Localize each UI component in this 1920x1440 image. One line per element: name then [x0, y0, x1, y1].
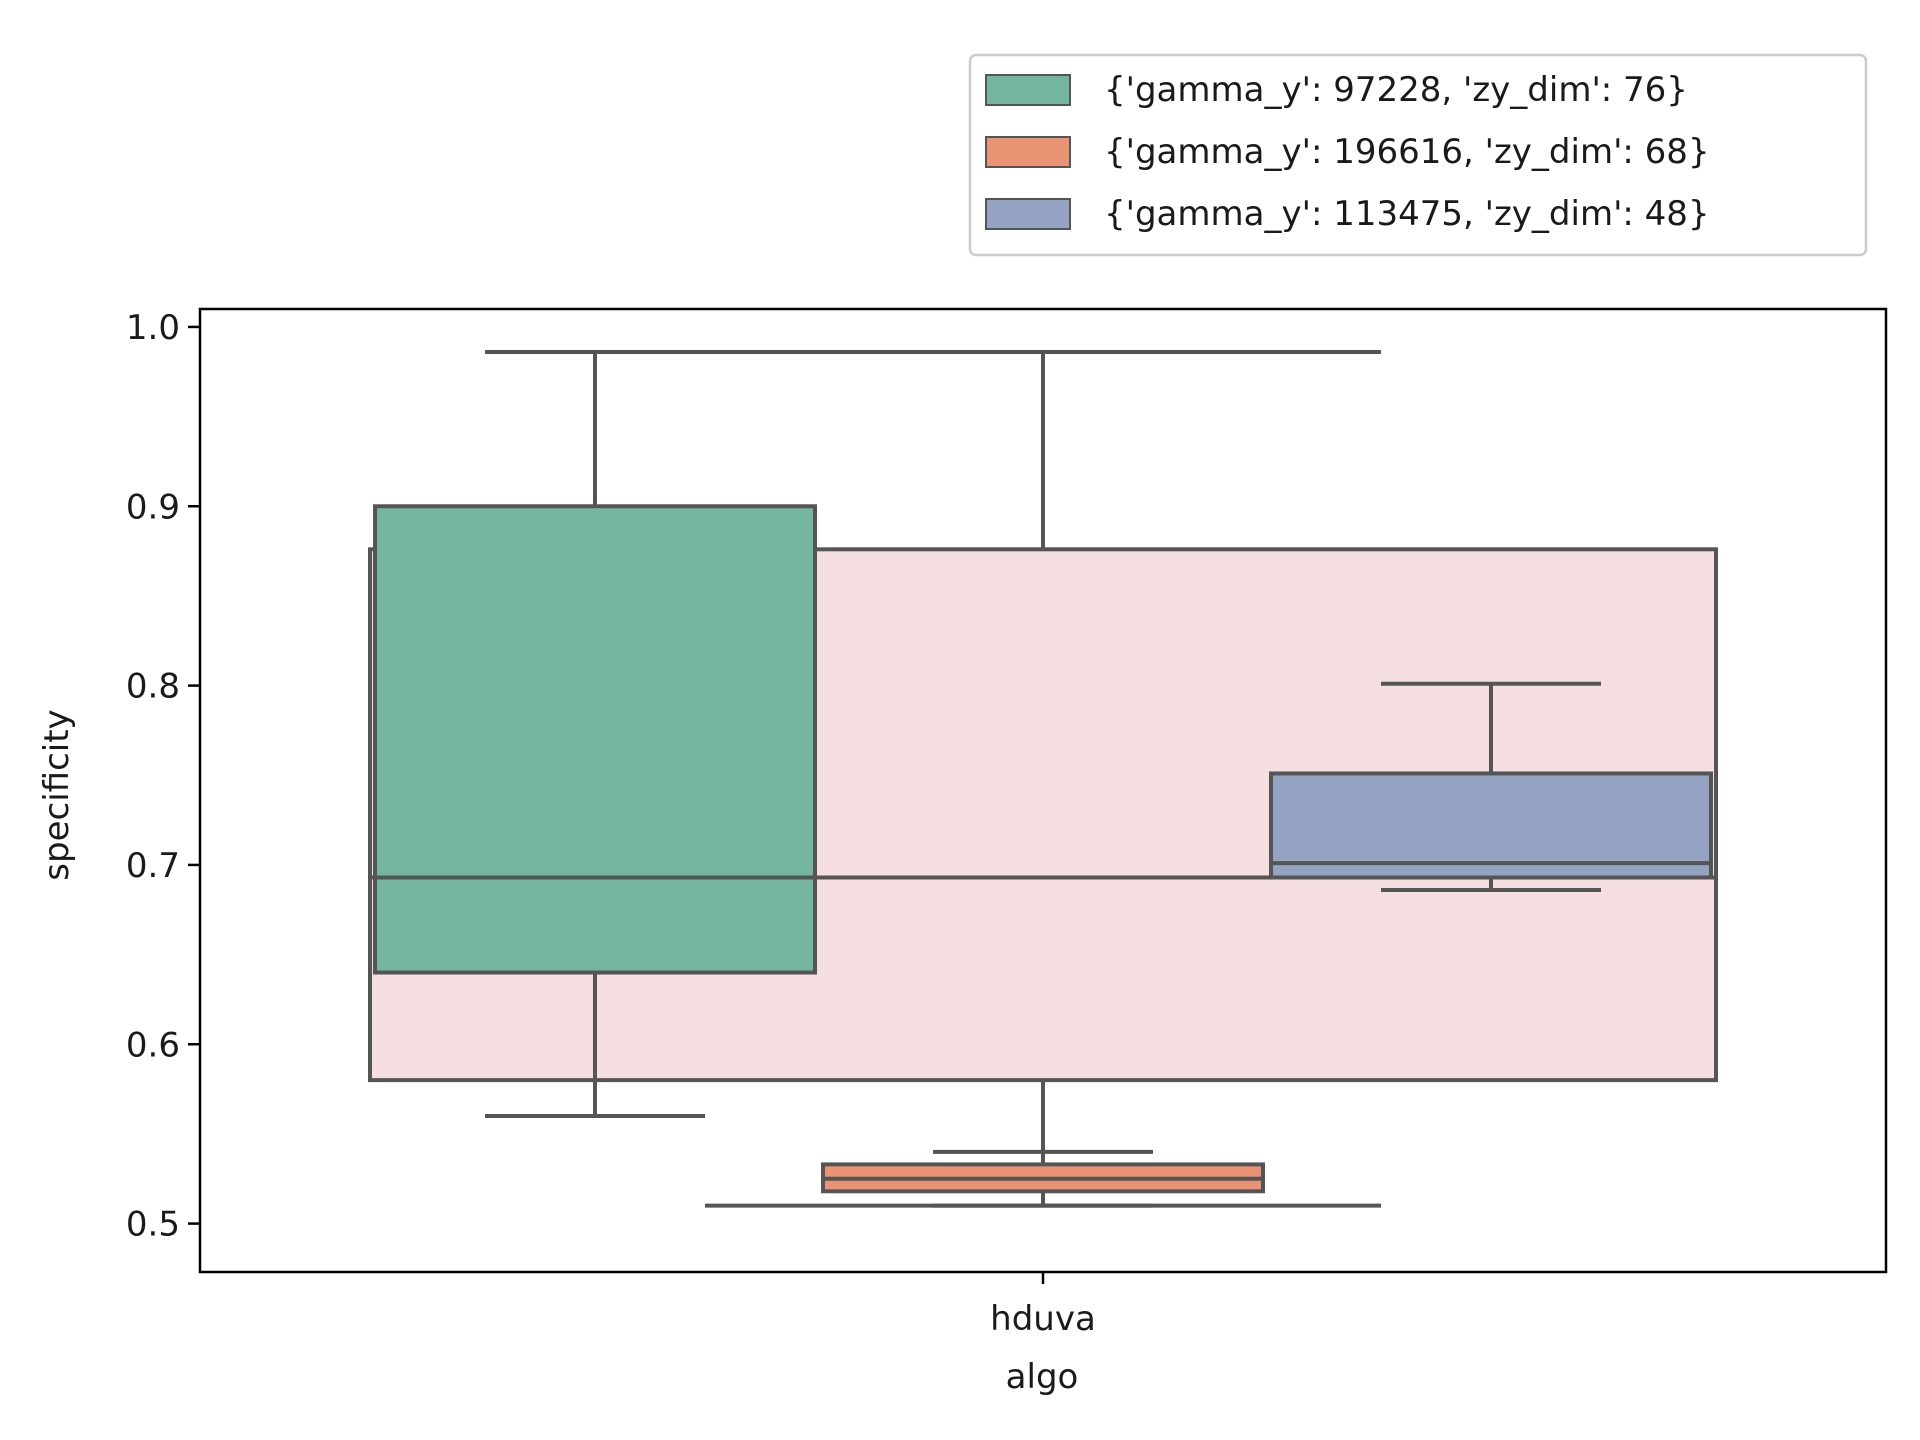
legend-frame	[968, 53, 1868, 257]
plot-area	[368, 350, 1718, 1208]
legend: {'gamma_y': 97228, 'zy_dim': 76} {'gamma_…	[968, 53, 1868, 257]
x-tick-label: hduva	[990, 1299, 1096, 1339]
legend-entry: {'gamma_y': 97228, 'zy_dim': 76}	[1104, 70, 1688, 110]
legend-swatch	[985, 74, 1071, 106]
legend-entry: {'gamma_y': 196616, 'zy_dim': 68}	[1104, 132, 1710, 172]
x-axis-label: algo	[1006, 1357, 1079, 1397]
series-1-iqr-box	[373, 504, 817, 975]
series-3-iqr-box	[1269, 771, 1713, 880]
legend-swatch	[985, 136, 1071, 168]
y-tick-label: 0.8	[126, 667, 180, 707]
y-tick-label: 0.5	[126, 1205, 180, 1245]
y-tick-label: 0.9	[126, 487, 180, 527]
legend-swatch	[985, 198, 1071, 230]
series-1-box	[373, 350, 817, 1118]
y-tick-label: 0.7	[126, 846, 180, 886]
legend-entry: {'gamma_y': 113475, 'zy_dim': 48}	[1104, 194, 1710, 234]
y-axis-label: specificity	[37, 709, 77, 880]
series-3-box	[1269, 681, 1713, 893]
axes: 0.5 0.6 0.7 0.8 0.9 1.0 hduva	[126, 307, 1888, 1339]
series-2-box	[821, 1149, 1265, 1208]
y-tick-label: 1.0	[126, 308, 180, 348]
y-tick-label: 0.6	[126, 1025, 180, 1065]
